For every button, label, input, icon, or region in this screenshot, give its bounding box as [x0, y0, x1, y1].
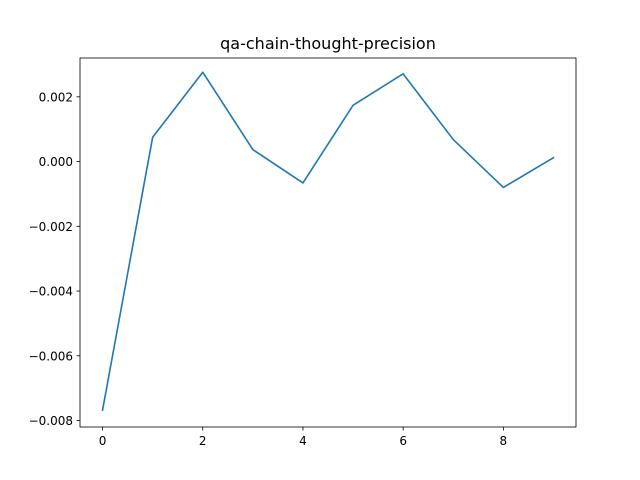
y-tick-label: −0.004	[29, 285, 73, 299]
x-tick-label: 2	[199, 434, 207, 448]
series-line	[101, 71, 555, 412]
x-axis: 0 2 4 6 8	[99, 427, 507, 448]
y-tick-label: 0.002	[39, 90, 73, 104]
y-axis: −0.008 −0.006 −0.004 −0.002 0.000 0.002	[29, 90, 80, 428]
x-tick-label: 8	[500, 434, 508, 448]
plot-area	[101, 71, 555, 412]
y-tick-label: −0.008	[29, 414, 73, 428]
axes-frame	[79, 57, 577, 428]
chart-title: qa-chain-thought-precision	[220, 34, 436, 53]
x-tick-label: 6	[399, 434, 407, 448]
y-tick-label: −0.006	[29, 349, 73, 363]
x-tick-label: 0	[99, 434, 107, 448]
y-tick-label: −0.002	[29, 220, 73, 234]
x-tick-label: 4	[299, 434, 307, 448]
y-tick-label: 0.000	[39, 155, 73, 169]
